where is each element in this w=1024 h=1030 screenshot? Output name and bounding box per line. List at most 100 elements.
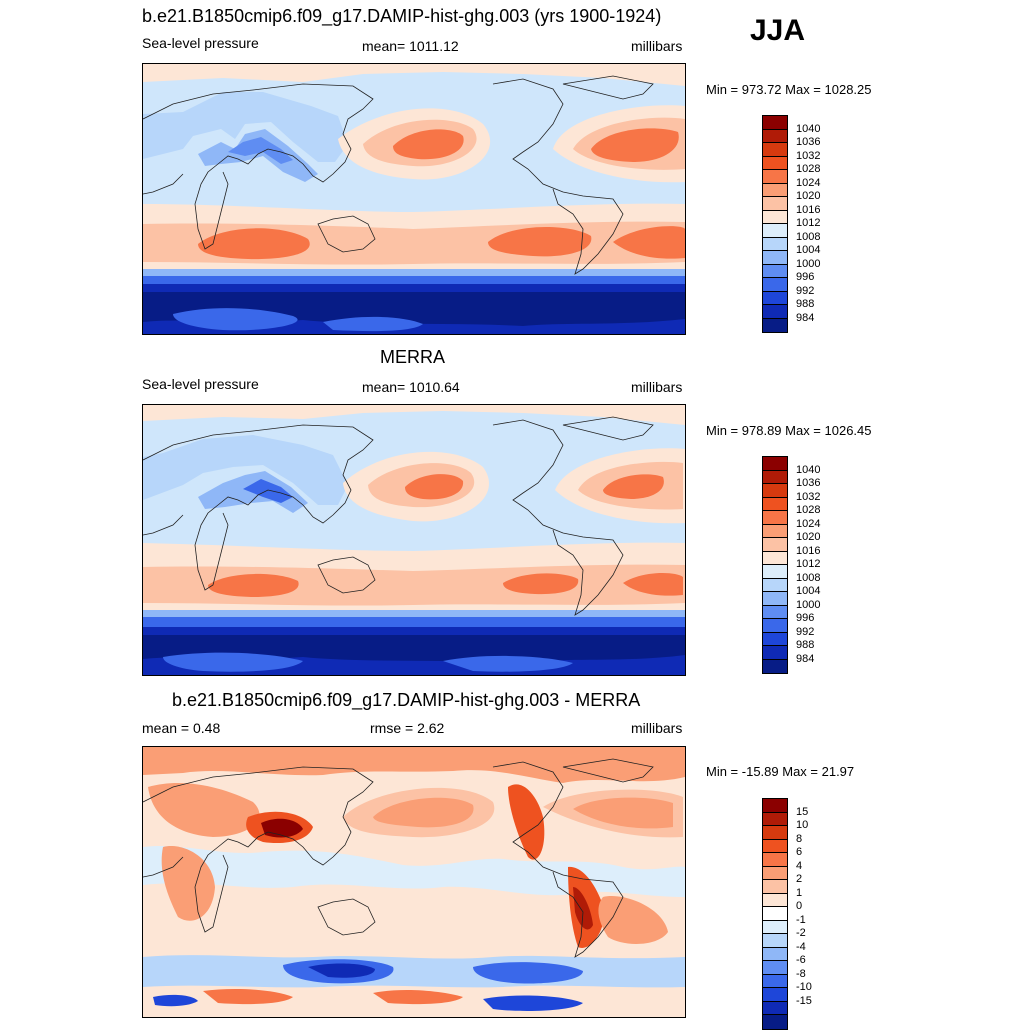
field-positive-anomaly (203, 989, 463, 1005)
colorbar-swatch (763, 565, 787, 579)
colorbar-swatch (763, 947, 787, 961)
field-subtropical-band (208, 573, 683, 597)
colorbar-swatch (763, 907, 787, 921)
colorbar-swatch (763, 237, 787, 251)
coastlines (143, 416, 654, 616)
colorbar-swatch (763, 646, 787, 660)
field-high-pressure (393, 129, 464, 160)
colorbar-swatch (763, 224, 787, 238)
colorbar-label: 1028 (796, 504, 821, 516)
colorbar-swatch (763, 251, 787, 265)
colorbar-swatch (763, 538, 787, 552)
colorbar-label: 984 (796, 652, 815, 665)
sea-level-pressure-map (142, 63, 686, 335)
colorbar-swatch (763, 291, 787, 305)
field-high-pressure (603, 474, 664, 499)
colorbar-label: 1040 (796, 463, 821, 476)
colorbar-swatch (763, 524, 787, 538)
panel-title: b.e21.B1850cmip6.f09_g17.DAMIP-hist-ghg.… (142, 6, 662, 26)
colorbar-swatch (763, 632, 787, 646)
field-negative-anomaly (143, 845, 685, 897)
colorbar-swatch (763, 511, 787, 525)
colorbar-swatch (763, 826, 787, 840)
colorbar-swatch (763, 497, 787, 511)
field-low-pressure (198, 129, 318, 182)
panel-min-max: Min = -15.89 Max = 21.97 (706, 764, 855, 779)
field-positive-anomaly (573, 887, 593, 930)
colorbar-label: 988 (796, 639, 815, 651)
sea-level-pressure-map (142, 404, 686, 676)
difference-map (142, 746, 686, 1018)
panel-title: MERRA (380, 347, 446, 367)
colorbar-label: 992 (796, 284, 815, 297)
panel-left-string: Sea-level pressure (142, 35, 259, 51)
field-negative-anomaly (153, 994, 583, 1011)
panel-left-string: mean = 0.48 (142, 720, 221, 736)
colorbar-swatch (763, 592, 787, 606)
colorbar-swatch (763, 659, 787, 673)
colorbar-label: -6 (796, 954, 806, 966)
colorbar-swatch (763, 988, 787, 1002)
field-low-pressure (143, 92, 348, 162)
colorbar-label: 1004 (796, 244, 821, 256)
field-southern-low (163, 652, 573, 672)
field-low-pressure (243, 479, 293, 503)
field-high-pressure (143, 64, 685, 86)
colorbar-swatch (763, 866, 787, 880)
colorbar-label: 1012 (796, 217, 821, 229)
colorbar-label: 1016 (796, 203, 821, 216)
colorbar-label: 1032 (796, 490, 821, 503)
panel-units: millibars (631, 379, 683, 395)
colorbar-swatch (763, 470, 787, 484)
colorbar-label: 1000 (796, 257, 821, 270)
colorbar-label: 6 (796, 846, 803, 858)
colorbar-label: -4 (796, 940, 806, 953)
field-positive-anomaly (598, 896, 668, 944)
colorbar-swatches (762, 798, 788, 1030)
colorbar-swatch (763, 457, 787, 471)
colorbar-swatch (763, 143, 787, 157)
colorbar-swatch (763, 305, 787, 319)
colorbar-label: 1028 (796, 163, 821, 175)
colorbar-label: 1020 (796, 190, 821, 202)
colorbar-swatch (763, 920, 787, 934)
panel-units: millibars (631, 720, 683, 736)
field-positive-anomaly (373, 797, 673, 829)
panel-left-string: Sea-level pressure (142, 376, 259, 392)
colorbar-label: 992 (796, 625, 815, 638)
colorbar: 15 10 8 6 4 2 1 0 -1 -2 -4 -6 -8 -10 -15 (762, 798, 812, 1030)
panel-title: b.e21.B1850cmip6.f09_g17.DAMIP-hist-ghg.… (172, 690, 641, 710)
colorbar-label: 1016 (796, 544, 821, 557)
field-positive-anomaly (508, 784, 545, 860)
colorbar-label: 8 (796, 832, 803, 845)
colorbar-label: -15 (796, 994, 812, 1007)
colorbar: 1040 1036 1032 1028 1024 1020 1016 1012 1008 1004… (762, 115, 820, 333)
colorbar-swatch (763, 156, 787, 170)
colorbar-label: -2 (796, 927, 806, 939)
colorbar-swatch (763, 812, 787, 826)
coastlines (143, 75, 654, 275)
colorbar-swatch (763, 1001, 787, 1015)
colorbar-label: 1012 (796, 558, 821, 570)
field-high-pressure (591, 128, 679, 162)
field-negative-anomaly (308, 963, 375, 978)
colorbar-swatch (763, 318, 787, 332)
colorbar-swatches (762, 115, 788, 333)
field-low-pressure (143, 435, 348, 505)
colorbar-swatch (763, 799, 787, 813)
colorbar-label: 996 (796, 612, 815, 624)
colorbar-label: 1036 (796, 136, 821, 148)
colorbar-swatch (763, 619, 787, 633)
field-high-pressure (143, 405, 685, 425)
colorbar-swatch (763, 974, 787, 988)
colorbar-swatch (763, 278, 787, 292)
panel-min-max: Min = 973.72 Max = 1028.25 (706, 82, 872, 97)
panel-center-string: rmse = 2.62 (370, 720, 445, 736)
field-positive-anomaly (143, 747, 685, 783)
colorbar-swatch (763, 170, 787, 184)
colorbar-label: 1020 (796, 531, 821, 543)
panel-units: millibars (631, 38, 683, 54)
field-southern-low (143, 635, 685, 663)
colorbar: 1040 1036 1032 1028 1024 1020 1016 1012 1008 1004… (762, 456, 820, 674)
colorbar-swatch (763, 1015, 787, 1029)
